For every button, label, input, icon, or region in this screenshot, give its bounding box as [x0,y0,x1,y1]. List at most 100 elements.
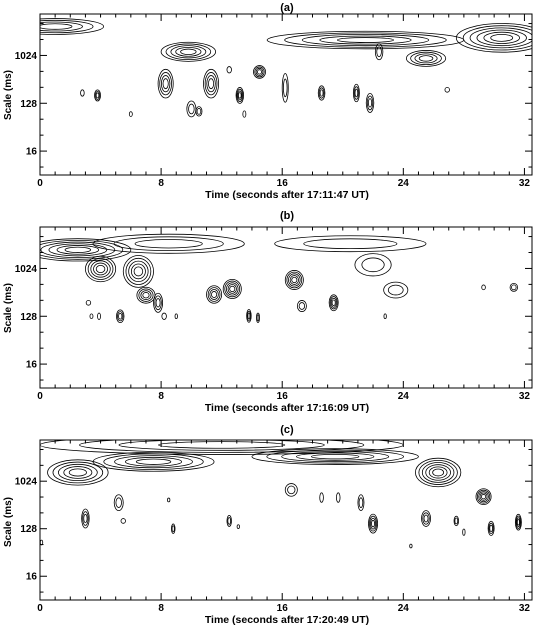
panel-c-contour-feature [47,459,109,486]
panel-c-contour-feature [368,513,378,534]
panel-b-contour-line [224,280,241,298]
panel-a-y-tick-label: 1024 [15,51,38,62]
panel-a-contour-feature [203,68,220,99]
panel-b-contour-line [227,284,237,294]
panel-a-y-axis-label: Scale (ms) [3,70,14,120]
panel-a-contour-line [418,55,434,62]
panel-b-contour-line [95,264,106,274]
panel-a-contours [40,18,532,118]
panel-b-label: (b) [280,210,294,222]
panel-b-contour-line [289,275,299,285]
panel-c-contour-line [287,485,296,495]
panel-b-contour-line [85,299,92,306]
panel-a-contour-feature [94,89,101,102]
panel-c-plot-frame [39,439,533,601]
panel-a: (a) Scale (ms) Time (seconds after 17:11… [3,2,533,201]
panel-a-contour-line [476,29,527,47]
panel-b-contour-line [361,257,385,273]
panel-c-contour-line [370,517,377,530]
panel-a-contour-line [242,110,247,118]
panel-b-contour-line [85,255,117,283]
panel-b-contour-line [296,300,307,312]
panel-c-contour-line [516,519,520,526]
panel-c-contour-feature [462,528,466,536]
panel-a-contour-line [405,50,447,67]
panel-a-contour-line [365,92,375,113]
panel-b-contour-feature [122,255,154,288]
panel-b-contour-line [90,260,111,278]
panel-b-contour-line [142,292,150,299]
panel-a-x-tick-label: 16 [277,178,289,189]
panel-c-contour-line [82,511,89,526]
panel-c-contour-feature [409,543,413,549]
panel-c-contour-line [369,515,377,532]
panel-c-contour-line [425,464,451,481]
panel-a-contour-line [281,73,289,103]
panel-c-contour-line [479,492,488,501]
panel-a-contour-line [301,34,430,47]
panel-a-contour-line [170,45,207,59]
panel-c: (c) Scale (ms) Time (seconds after 17:20… [3,424,533,625]
panel-a-contour-line [317,85,326,101]
panel-a-contour-line [165,43,212,61]
panel-c-contour-feature [113,494,124,511]
panel-c-contour-line [421,510,431,527]
panel-a-contour-line [128,111,133,117]
panel-a-contour-line [255,67,264,76]
panel-a-contour-line [94,89,101,102]
panel-b-contour-line [153,292,164,313]
panel-c-contour-line [120,518,126,524]
panel-b-contour-line [222,278,242,299]
panel-c-contour-feature [319,492,324,503]
panel-a-contour-line [266,30,465,50]
panel-b-contour-feature [256,312,260,323]
panel-b-x-axis-label: Time (seconds after 17:16:09 UT) [205,402,369,414]
panel-c-contour-line [115,497,122,508]
panel-b-contour-feature [481,284,486,291]
panel-b-contour-feature [296,300,307,312]
panel-c-contour-line [475,488,492,505]
panel-c-x-tick-label: 0 [37,603,43,614]
panel-c-contour-line [284,483,298,497]
panel-c-contour-line [423,514,429,523]
panel-c-contour-line [226,514,232,527]
panel-b-contour-feature [89,313,94,320]
panel-b-contour-line [229,285,236,293]
panel-b-y-tick-label: 1024 [15,264,38,275]
panel-c-contour-line [57,463,98,482]
panel-c-contour-line [453,515,459,527]
panel-c-contour-line [236,524,240,529]
panel-b-contour-line [274,235,427,253]
panel-c-label: (c) [280,424,294,436]
panel-a-contour-line [226,66,232,74]
panel-b-contour-line [161,312,167,320]
panel-c-contour-feature [251,448,419,465]
panel-b-contour-feature [97,312,101,320]
panel-c-contour-feature [120,518,126,524]
panel-b-contour-line [118,313,123,320]
panel-a-contour-feature [374,43,384,61]
panel-a-contour-line [95,92,100,99]
panel-c-contour-line [432,468,445,477]
panel-b-contour-feature [92,233,245,254]
panel-c-contour-line [514,513,522,531]
panel-b-contour-feature [153,292,164,313]
panel-c-contour-line [368,513,378,534]
panel-b-contour-line [256,312,260,323]
panel-c-contour-line [454,517,459,525]
panel-b-contour-line [89,313,94,320]
panel-a-contour-line [336,37,394,43]
panel-a-contour-line [319,89,324,97]
panel-b-contour-line [209,289,219,300]
panel-c-contour-line [336,492,341,503]
panel-c-x-axis-label: Time (seconds after 17:20:49 UT) [205,614,369,625]
panel-b-contour-line [174,313,178,320]
panel-c-contour-line [480,494,487,500]
panel-b-contour-feature [206,285,223,304]
panel-c-y-tick-label: 16 [26,572,38,583]
panel-a-y-tick-label: 16 [26,147,38,158]
panel-a-contour-line [462,25,532,51]
panel-c-contour-line [421,462,455,483]
panel-c-contour-line [478,491,489,503]
